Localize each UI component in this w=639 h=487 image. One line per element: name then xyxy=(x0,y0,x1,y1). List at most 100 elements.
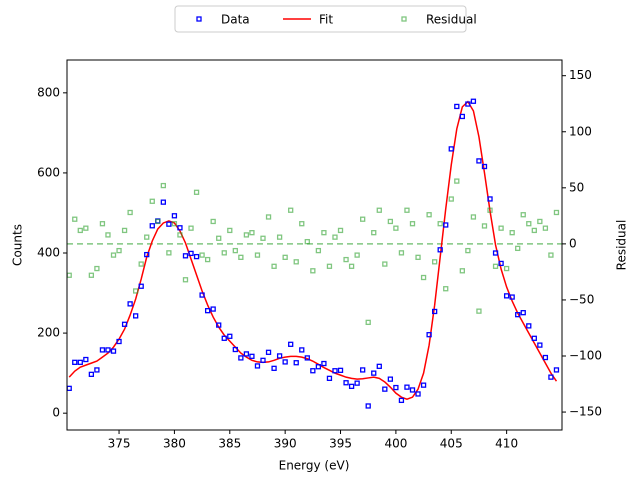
data-point xyxy=(204,256,211,263)
data-point xyxy=(531,227,537,234)
data-point xyxy=(105,347,111,353)
data-point xyxy=(227,227,233,234)
data-point xyxy=(415,254,421,260)
data-point xyxy=(149,198,155,204)
data-point xyxy=(548,252,554,258)
data-point xyxy=(221,335,227,341)
data-point xyxy=(238,355,244,361)
data-point xyxy=(487,207,493,213)
data-point xyxy=(542,225,549,231)
data-point xyxy=(199,252,205,258)
data-point xyxy=(337,367,344,373)
x-tick-label: 375 xyxy=(108,437,131,451)
data-point xyxy=(72,359,78,365)
data-point xyxy=(110,348,117,354)
data-point xyxy=(88,272,95,278)
y-tick-label: 0 xyxy=(52,406,60,420)
data-point xyxy=(354,380,360,386)
data-point xyxy=(348,383,355,390)
data-point xyxy=(282,254,288,260)
data-point xyxy=(177,232,183,238)
data-point xyxy=(304,238,310,245)
y2-axis-label: Residual xyxy=(615,220,629,271)
data-point xyxy=(288,341,294,347)
plot-frame xyxy=(66,59,563,431)
x-tick-label: 410 xyxy=(495,437,518,451)
data-point xyxy=(321,230,327,236)
data-point xyxy=(426,332,432,338)
data-point xyxy=(348,263,355,269)
data-point xyxy=(354,252,360,258)
data-point xyxy=(72,216,78,222)
data-point xyxy=(459,113,465,120)
data-point xyxy=(182,277,189,283)
legend-label: Residual xyxy=(426,13,477,27)
data-point xyxy=(210,306,216,312)
data-point xyxy=(415,391,421,397)
data-point xyxy=(398,397,405,404)
data-point xyxy=(393,384,399,391)
data-point xyxy=(144,251,150,258)
data-point xyxy=(376,207,382,213)
y2-tick-label: −150 xyxy=(569,405,602,419)
data-point xyxy=(166,250,172,256)
data-point xyxy=(465,101,471,107)
data-point xyxy=(94,265,100,272)
data-point xyxy=(509,230,515,236)
data-point xyxy=(470,214,477,220)
y2-tick-label: 150 xyxy=(569,68,592,82)
data-point xyxy=(371,230,377,236)
data-point xyxy=(299,347,305,353)
data-point xyxy=(343,256,349,263)
x-tick-label: 400 xyxy=(384,437,407,451)
data-point xyxy=(304,355,310,361)
data-point xyxy=(293,360,299,366)
data-point xyxy=(88,371,95,377)
legend-label: Data xyxy=(221,13,250,27)
y2-tick-label: −50 xyxy=(569,292,594,306)
data-point xyxy=(121,227,128,234)
fit-line xyxy=(68,100,558,400)
data-point xyxy=(437,247,443,253)
data-point xyxy=(254,363,261,369)
data-point xyxy=(360,367,366,373)
data-point xyxy=(110,252,117,258)
data-point xyxy=(133,313,139,319)
data-point xyxy=(193,253,200,260)
data-point xyxy=(276,353,283,359)
x-tick-label: 380 xyxy=(163,437,186,451)
data-point xyxy=(271,365,277,371)
data-point xyxy=(382,386,388,392)
data-point xyxy=(420,274,427,281)
data-point xyxy=(409,387,416,393)
data-point xyxy=(553,367,560,373)
x-tick-label: 390 xyxy=(274,437,297,451)
data-point xyxy=(315,247,322,254)
data-point xyxy=(199,292,205,298)
data-point xyxy=(476,158,482,164)
data-point xyxy=(503,293,510,299)
data-point xyxy=(432,308,438,315)
data-point xyxy=(138,261,144,267)
x-axis-label: Energy (eV) xyxy=(279,459,350,473)
data-point xyxy=(116,247,122,254)
data-point xyxy=(94,367,100,373)
data-point xyxy=(470,98,477,104)
x-tick-label: 405 xyxy=(440,437,463,451)
legend-swatch xyxy=(401,16,407,22)
data-point xyxy=(265,214,272,220)
data-point xyxy=(171,221,178,227)
y-axis-label: Counts xyxy=(11,224,25,266)
data-point xyxy=(243,232,250,238)
data-point xyxy=(326,375,333,381)
data-point xyxy=(448,146,454,152)
data-point xyxy=(343,380,349,386)
data-point xyxy=(459,268,465,274)
data-point xyxy=(448,196,454,202)
data-point xyxy=(204,308,211,314)
data-point xyxy=(127,301,133,307)
data-point xyxy=(409,221,416,227)
data-point xyxy=(420,382,427,388)
